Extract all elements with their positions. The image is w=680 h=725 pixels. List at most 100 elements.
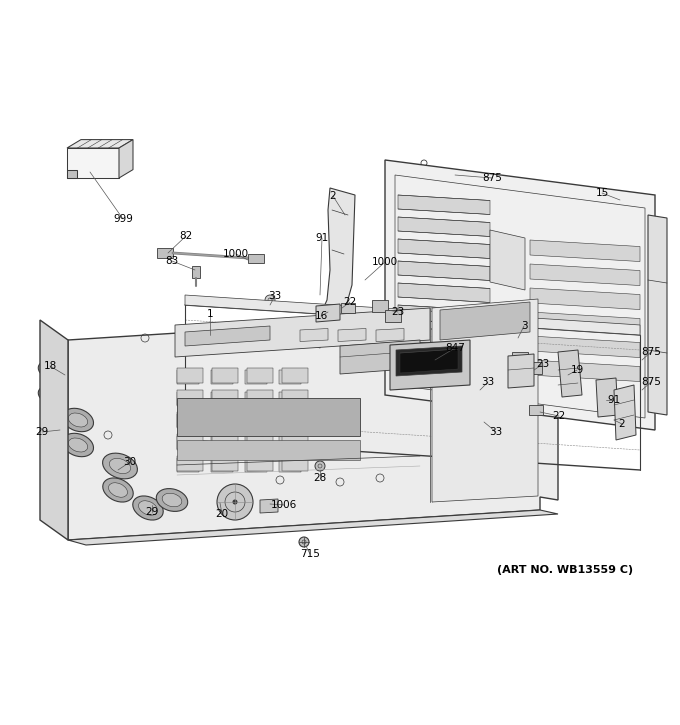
Polygon shape	[282, 368, 308, 383]
Polygon shape	[177, 440, 360, 460]
Polygon shape	[279, 458, 301, 472]
Polygon shape	[432, 299, 538, 502]
Ellipse shape	[109, 483, 127, 497]
Polygon shape	[279, 436, 301, 450]
Polygon shape	[211, 392, 233, 406]
Polygon shape	[279, 392, 301, 406]
Text: 28: 28	[313, 473, 326, 483]
Polygon shape	[212, 390, 238, 405]
Circle shape	[265, 295, 275, 305]
Circle shape	[365, 309, 375, 319]
Polygon shape	[596, 378, 618, 417]
Polygon shape	[508, 354, 534, 388]
Polygon shape	[614, 385, 636, 440]
Ellipse shape	[103, 453, 137, 478]
Polygon shape	[177, 414, 199, 428]
Ellipse shape	[69, 438, 88, 452]
Polygon shape	[247, 390, 273, 405]
Polygon shape	[279, 414, 301, 428]
Polygon shape	[67, 140, 133, 148]
Ellipse shape	[69, 413, 88, 427]
Ellipse shape	[156, 489, 188, 511]
Polygon shape	[212, 412, 238, 427]
Polygon shape	[211, 458, 233, 472]
Text: 20: 20	[216, 509, 228, 519]
Ellipse shape	[163, 493, 182, 507]
Polygon shape	[67, 148, 119, 178]
Polygon shape	[530, 264, 640, 286]
Polygon shape	[398, 239, 490, 259]
Text: 82: 82	[180, 231, 192, 241]
Polygon shape	[396, 346, 462, 376]
Ellipse shape	[63, 434, 93, 457]
Polygon shape	[398, 217, 490, 236]
Text: 29: 29	[146, 507, 158, 517]
Polygon shape	[376, 328, 404, 341]
Ellipse shape	[133, 496, 163, 520]
Polygon shape	[245, 458, 267, 472]
Text: 875: 875	[482, 173, 502, 183]
Polygon shape	[338, 328, 366, 341]
Polygon shape	[68, 510, 558, 545]
Polygon shape	[177, 458, 199, 472]
Polygon shape	[211, 436, 233, 450]
Polygon shape	[212, 368, 238, 383]
Polygon shape	[398, 283, 490, 302]
Polygon shape	[530, 288, 640, 310]
Text: 2: 2	[330, 191, 337, 201]
Circle shape	[233, 500, 237, 504]
Circle shape	[480, 413, 490, 423]
Text: 3: 3	[521, 321, 527, 331]
Polygon shape	[212, 434, 238, 449]
Text: 1000: 1000	[223, 249, 249, 259]
Polygon shape	[385, 310, 401, 322]
Polygon shape	[175, 308, 430, 357]
Polygon shape	[316, 304, 340, 322]
Circle shape	[450, 355, 460, 365]
Polygon shape	[530, 240, 640, 262]
Polygon shape	[398, 305, 490, 325]
Polygon shape	[177, 390, 203, 405]
Text: 33: 33	[481, 377, 494, 387]
Polygon shape	[177, 434, 203, 449]
Polygon shape	[398, 195, 490, 215]
Polygon shape	[177, 398, 360, 436]
Polygon shape	[648, 215, 667, 415]
Text: 33: 33	[269, 291, 282, 301]
Polygon shape	[390, 340, 470, 390]
Polygon shape	[177, 370, 199, 384]
Polygon shape	[245, 414, 267, 428]
Ellipse shape	[139, 501, 158, 515]
Text: 1000: 1000	[372, 257, 398, 267]
Polygon shape	[68, 295, 558, 540]
Text: 29: 29	[35, 427, 49, 437]
Polygon shape	[177, 368, 203, 383]
Text: 2: 2	[619, 419, 626, 429]
Polygon shape	[245, 436, 267, 450]
Polygon shape	[398, 327, 490, 347]
Text: 23: 23	[537, 359, 549, 369]
Text: 19: 19	[571, 365, 583, 375]
Polygon shape	[67, 170, 77, 178]
Polygon shape	[157, 248, 173, 258]
Polygon shape	[177, 392, 199, 406]
Circle shape	[315, 461, 325, 471]
Polygon shape	[400, 349, 458, 373]
Polygon shape	[248, 254, 264, 263]
Polygon shape	[340, 340, 420, 374]
Circle shape	[471, 385, 481, 395]
Text: 1: 1	[207, 309, 214, 319]
Polygon shape	[398, 349, 490, 368]
Polygon shape	[247, 368, 273, 383]
Polygon shape	[341, 303, 355, 313]
Polygon shape	[247, 434, 273, 449]
Text: 18: 18	[44, 361, 56, 371]
Polygon shape	[282, 434, 308, 449]
Polygon shape	[318, 188, 355, 340]
Polygon shape	[313, 330, 325, 348]
Polygon shape	[530, 360, 640, 381]
Text: 83: 83	[165, 256, 179, 266]
Polygon shape	[177, 412, 203, 427]
Text: 91: 91	[607, 395, 621, 405]
Text: 15: 15	[596, 188, 609, 198]
